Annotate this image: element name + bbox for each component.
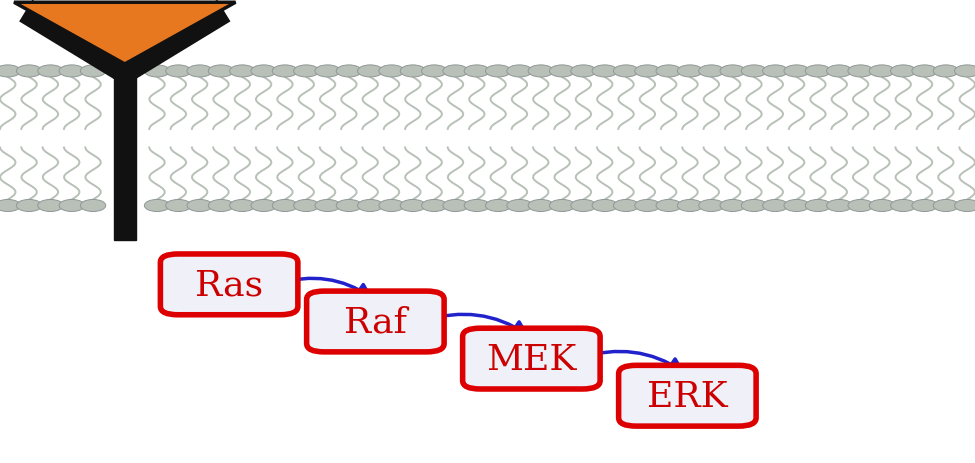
Circle shape bbox=[38, 66, 63, 78]
Circle shape bbox=[762, 66, 788, 78]
Circle shape bbox=[230, 200, 255, 212]
Circle shape bbox=[890, 66, 916, 78]
Circle shape bbox=[762, 200, 788, 212]
Circle shape bbox=[570, 66, 596, 78]
Circle shape bbox=[507, 200, 532, 212]
Circle shape bbox=[166, 200, 191, 212]
Circle shape bbox=[209, 200, 234, 212]
Circle shape bbox=[784, 66, 809, 78]
Circle shape bbox=[464, 66, 489, 78]
Circle shape bbox=[336, 200, 362, 212]
Circle shape bbox=[358, 66, 383, 78]
Circle shape bbox=[251, 200, 276, 212]
Circle shape bbox=[293, 66, 319, 78]
Circle shape bbox=[59, 66, 85, 78]
FancyBboxPatch shape bbox=[306, 292, 445, 352]
Circle shape bbox=[0, 200, 20, 212]
Circle shape bbox=[656, 66, 682, 78]
Circle shape bbox=[443, 200, 468, 212]
Circle shape bbox=[17, 66, 42, 78]
Circle shape bbox=[635, 200, 660, 212]
Polygon shape bbox=[14, 3, 236, 65]
Circle shape bbox=[570, 200, 596, 212]
Circle shape bbox=[912, 66, 937, 78]
Circle shape bbox=[421, 66, 447, 78]
Circle shape bbox=[0, 66, 20, 78]
Circle shape bbox=[315, 200, 340, 212]
Circle shape bbox=[59, 200, 85, 212]
Circle shape bbox=[550, 66, 575, 78]
Circle shape bbox=[870, 200, 895, 212]
Circle shape bbox=[933, 66, 958, 78]
FancyBboxPatch shape bbox=[160, 254, 298, 315]
Circle shape bbox=[144, 66, 170, 78]
Circle shape bbox=[805, 66, 831, 78]
Bar bbox=[114, 72, 136, 241]
Text: Ras: Ras bbox=[195, 268, 263, 302]
Circle shape bbox=[912, 200, 937, 212]
Circle shape bbox=[400, 200, 425, 212]
Circle shape bbox=[699, 66, 724, 78]
Circle shape bbox=[890, 200, 916, 212]
Circle shape bbox=[443, 66, 468, 78]
Circle shape bbox=[486, 66, 511, 78]
Circle shape bbox=[293, 200, 319, 212]
Circle shape bbox=[741, 66, 766, 78]
Circle shape bbox=[656, 200, 682, 212]
Circle shape bbox=[955, 200, 975, 212]
Circle shape bbox=[272, 200, 297, 212]
Circle shape bbox=[827, 200, 852, 212]
Circle shape bbox=[230, 66, 255, 78]
Circle shape bbox=[528, 66, 554, 78]
Circle shape bbox=[720, 200, 745, 212]
Circle shape bbox=[80, 200, 105, 212]
Circle shape bbox=[507, 66, 532, 78]
Circle shape bbox=[486, 200, 511, 212]
Circle shape bbox=[635, 66, 660, 78]
Circle shape bbox=[955, 66, 975, 78]
Circle shape bbox=[251, 66, 276, 78]
Circle shape bbox=[421, 200, 447, 212]
Circle shape bbox=[17, 200, 42, 212]
Circle shape bbox=[678, 66, 703, 78]
Text: Raf: Raf bbox=[344, 305, 407, 339]
Circle shape bbox=[741, 200, 766, 212]
FancyBboxPatch shape bbox=[463, 329, 601, 389]
Circle shape bbox=[613, 66, 639, 78]
Circle shape bbox=[144, 200, 170, 212]
Circle shape bbox=[592, 66, 617, 78]
Circle shape bbox=[699, 200, 724, 212]
Circle shape bbox=[38, 200, 63, 212]
Circle shape bbox=[933, 200, 958, 212]
Circle shape bbox=[187, 200, 213, 212]
Circle shape bbox=[848, 66, 874, 78]
Circle shape bbox=[870, 66, 895, 78]
Circle shape bbox=[187, 66, 213, 78]
Circle shape bbox=[592, 200, 617, 212]
Circle shape bbox=[613, 200, 639, 212]
Circle shape bbox=[464, 200, 489, 212]
Circle shape bbox=[720, 66, 745, 78]
Circle shape bbox=[358, 200, 383, 212]
Circle shape bbox=[805, 200, 831, 212]
Circle shape bbox=[379, 200, 405, 212]
Circle shape bbox=[272, 66, 297, 78]
Text: MEK: MEK bbox=[487, 342, 576, 376]
Circle shape bbox=[827, 66, 852, 78]
Text: ERK: ERK bbox=[647, 379, 727, 413]
Circle shape bbox=[678, 200, 703, 212]
Circle shape bbox=[209, 66, 234, 78]
Circle shape bbox=[400, 66, 425, 78]
Circle shape bbox=[379, 66, 405, 78]
Circle shape bbox=[784, 200, 809, 212]
Circle shape bbox=[80, 66, 105, 78]
Circle shape bbox=[336, 66, 362, 78]
FancyBboxPatch shape bbox=[618, 366, 757, 426]
Circle shape bbox=[550, 200, 575, 212]
Circle shape bbox=[315, 66, 340, 78]
Circle shape bbox=[528, 200, 554, 212]
Circle shape bbox=[848, 200, 874, 212]
Circle shape bbox=[166, 66, 191, 78]
